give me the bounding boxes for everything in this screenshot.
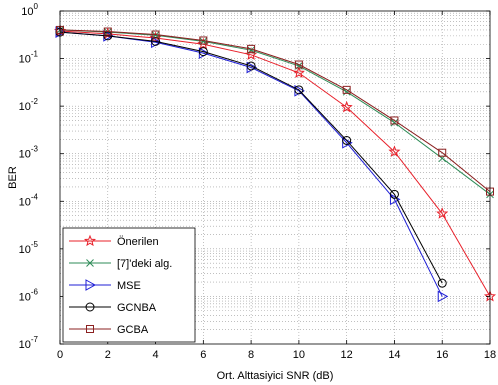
marker-stroke — [390, 118, 399, 127]
y-tick-exponent: -5 — [31, 240, 39, 249]
series-line — [59, 31, 443, 284]
data-point — [342, 135, 352, 145]
x-tick-label: 14 — [388, 349, 400, 361]
data-point — [246, 61, 256, 71]
data-point — [390, 116, 399, 125]
y-tick-base: 10 — [19, 149, 31, 161]
data-point — [437, 278, 447, 288]
data-point — [151, 36, 161, 46]
series-line — [59, 29, 491, 195]
legend-entry: MSE — [69, 279, 141, 292]
y-tick-label: 10-1 — [19, 50, 39, 66]
y-tick-label: 10-6 — [19, 287, 39, 303]
y-tick-label: 10-5 — [19, 240, 39, 256]
x-tick-label: 18 — [484, 349, 496, 361]
y-tick-label: 10-4 — [19, 192, 39, 208]
data-point — [151, 30, 160, 39]
series-lines — [53, 24, 497, 303]
data-point — [389, 193, 401, 206]
plot-frame — [59, 10, 491, 345]
series-line — [59, 29, 491, 192]
legend-label: MSE — [117, 280, 141, 292]
data-point — [342, 87, 351, 96]
x-tick-label: 8 — [248, 349, 254, 361]
y-tick-label: 10-2 — [19, 97, 39, 113]
y-tick-base: 10 — [19, 244, 31, 256]
data-point — [436, 207, 449, 219]
y-tick-exponent: -3 — [31, 145, 39, 154]
legend-entry: GCNBA — [69, 302, 157, 314]
y-tick-base: 10 — [19, 101, 31, 113]
data-point — [85, 302, 95, 312]
legend-label: GCNBA — [117, 302, 157, 314]
data-point — [83, 234, 97, 247]
y-tick-exponent: -7 — [31, 335, 39, 344]
data-point — [438, 148, 447, 157]
data-point — [198, 47, 208, 57]
x-tick-label: 16 — [436, 349, 448, 361]
x-tick-label: 10 — [293, 349, 305, 361]
y-tick-base: 10 — [19, 196, 31, 208]
series-line — [59, 30, 491, 297]
x-tick-label: 12 — [341, 349, 353, 361]
legend-entry: GCBA — [69, 324, 149, 336]
y-tick-base: 10 — [19, 54, 31, 66]
x-tick-label: 4 — [152, 349, 158, 361]
data-point — [85, 279, 97, 291]
legend-entry: [7]'deki alg. — [69, 258, 172, 270]
data-point — [103, 27, 112, 36]
y-tick-exponent: 0 — [34, 2, 39, 11]
data-point — [437, 290, 449, 303]
data-point — [247, 44, 256, 53]
legend-label: Önerilen — [117, 236, 159, 248]
data-point — [199, 36, 208, 45]
data-point — [389, 189, 399, 199]
data-point — [294, 85, 304, 95]
legend-label: [7]'deki alg. — [117, 258, 172, 270]
y-tick-base: 10 — [21, 6, 33, 18]
y-tick-exponent: -1 — [31, 50, 39, 59]
data-point — [292, 66, 305, 79]
y-tick-base: 10 — [19, 339, 31, 351]
data-point — [86, 325, 94, 333]
x-tick-label: 6 — [200, 349, 206, 361]
x-tick-label: 0 — [57, 349, 63, 361]
data-point — [86, 259, 94, 267]
y-tick-exponent: -6 — [31, 287, 39, 296]
legend-entry: Önerilen — [69, 234, 159, 248]
legend: Önerilen [7]'deki alg. MSE GCNBA GCBA — [62, 227, 196, 343]
data-point — [342, 136, 353, 149]
y-tick-label: 10-7 — [19, 335, 39, 351]
data-point — [390, 118, 399, 127]
data-point — [388, 145, 401, 157]
y-tick-base: 10 — [19, 291, 31, 303]
y-tick-label: 100 — [21, 2, 38, 18]
y-tick-label: 10-3 — [19, 145, 39, 161]
data-point — [294, 60, 303, 69]
x-tick-label: 2 — [105, 349, 111, 361]
marker-stroke — [342, 87, 351, 96]
x-axis-label: Ort. Alttasiyici SNR (dB) — [217, 370, 334, 382]
marker-stroke — [86, 259, 94, 267]
legend-label: GCBA — [117, 324, 149, 336]
data-point — [340, 100, 353, 113]
y-tick-exponent: -2 — [31, 97, 39, 106]
y-axis-label: BER — [7, 166, 19, 189]
data-point — [342, 85, 351, 94]
y-tick-exponent: -4 — [31, 192, 39, 201]
